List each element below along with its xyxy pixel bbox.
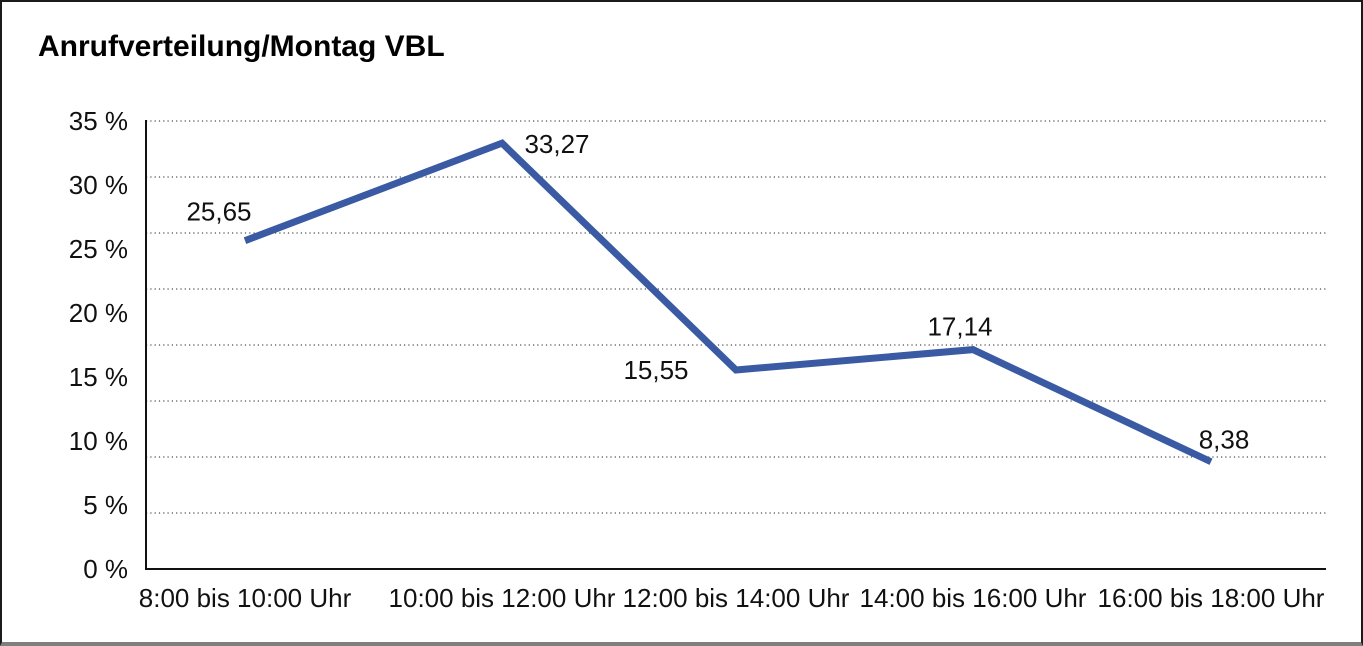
data-value-label: 17,14 — [927, 312, 992, 342]
x-tick-label: 8:00 bis 10:00 Uhr — [139, 583, 352, 613]
data-value-label: 33,27 — [524, 129, 589, 159]
y-tick-label: 20 % — [69, 298, 128, 328]
x-tick-label: 12:00 bis 14:00 Uhr — [623, 583, 850, 613]
y-tick-label: 25 % — [69, 234, 128, 264]
y-tick-label: 35 % — [69, 106, 128, 136]
y-tick-label: 30 % — [69, 170, 128, 200]
x-tick-label: 10:00 bis 12:00 Uhr — [389, 583, 616, 613]
data-value-label: 15,55 — [623, 355, 688, 385]
y-tick-label: 5 % — [83, 490, 128, 520]
data-value-label: 25,65 — [186, 197, 251, 227]
y-tick-label: 15 % — [69, 362, 128, 392]
data-value-label: 8,38 — [1199, 425, 1250, 455]
chart-title: Anrufverteilung/Montag VBL — [38, 30, 445, 63]
y-tick-label: 10 % — [69, 426, 128, 456]
x-tick-label: 16:00 bis 18:00 Uhr — [1098, 583, 1325, 613]
y-tick-label: 0 % — [83, 554, 128, 584]
data-series-line — [243, 139, 1213, 465]
x-tick-label: 14:00 bis 16:00 Uhr — [860, 583, 1087, 613]
